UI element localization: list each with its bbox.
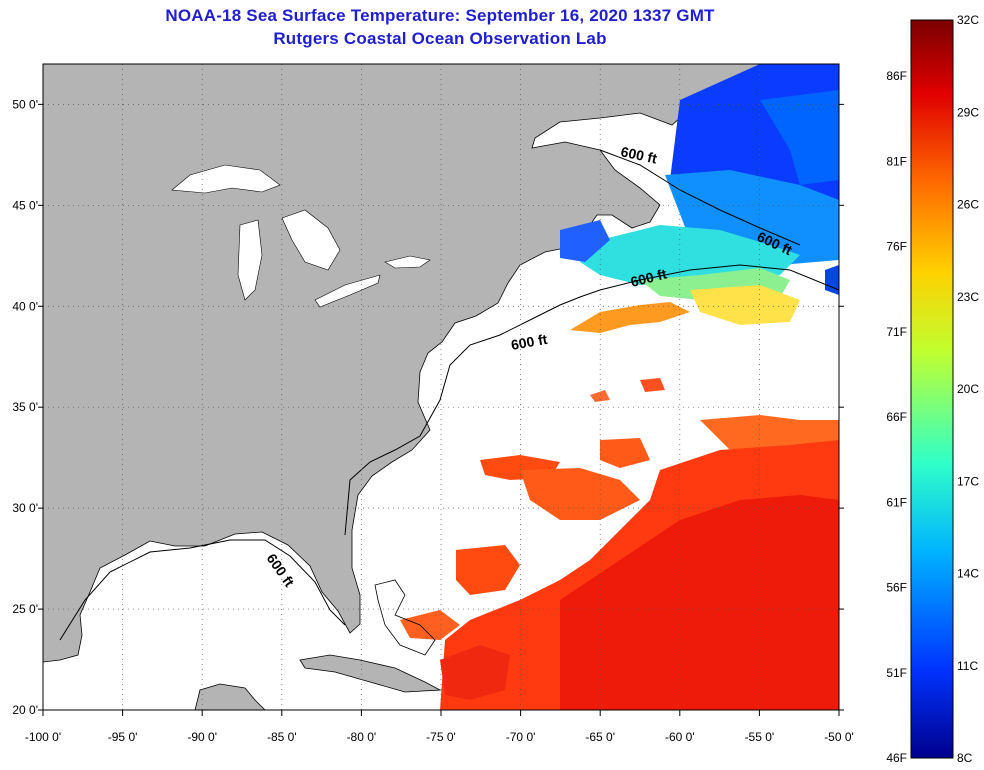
celsius-label: 23C [957,290,979,304]
lat-label: 45 0' [12,198,38,212]
lon-label: -100 0' [25,730,61,744]
fahrenheit-label: 71F [886,325,907,339]
map-title: NOAA-18 Sea Surface Temperature: Septemb… [165,6,715,25]
lon-label: -95 0' [108,730,138,744]
lon-label: -55 0' [745,730,775,744]
fahrenheit-label: 61F [886,495,907,509]
isobath-label: 600 ft [619,143,658,166]
celsius-label: 11C [957,659,978,673]
lon-label: -65 0' [585,730,615,744]
celsius-label: 29C [957,105,979,119]
axis-labels: -100 0' -95 0' -90 0' -85 0' -80 0' -75 0' -70… [12,97,853,744]
land-cuba [299,654,442,693]
fahrenheit-label: 66F [886,410,907,424]
lon-label: -90 0' [187,730,217,744]
bahamas-outline [374,579,436,656]
lat-label: 20 0' [12,703,38,717]
lake-huron [281,209,341,271]
colorbar-gradient [910,19,954,759]
lake-erie [314,274,381,308]
celsius-label: 20C [957,382,979,396]
lake-ontario [384,255,431,269]
fahrenheit-label: 56F [886,581,907,595]
fahrenheit-label: 51F [886,666,907,680]
lake-michigan [237,219,263,301]
celsius-label: 32C [957,13,979,27]
lon-label: -80 0' [347,730,377,744]
lon-label: -60 0' [665,730,695,744]
fahrenheit-label: 86F [886,69,907,83]
isobath-label: 600 ft [510,331,549,353]
land-north-america [43,64,761,663]
map-border [42,63,840,711]
isobath-600ft [59,149,839,641]
fahrenheit-label: 76F [886,240,907,254]
lake-superior [171,164,281,194]
lon-label: -75 0' [426,730,456,744]
lat-label: 50 0' [12,97,38,111]
celsius-label: 26C [957,198,979,212]
lon-label: -50 0' [824,730,854,744]
lon-label: -70 0' [506,730,536,744]
celsius-label: 8C [957,751,973,765]
sst-data-layer [400,64,839,710]
lat-label: 30 0' [12,501,38,515]
lon-label: -85 0' [267,730,297,744]
lat-label: 35 0' [12,400,38,414]
celsius-label: 14C [957,567,979,581]
fahrenheit-label: 81F [886,154,907,168]
lat-label: 40 0' [12,299,38,313]
fahrenheit-label: 46F [886,751,907,765]
lat-label: 25 0' [12,602,38,616]
land-yucatan [194,683,266,710]
map-subtitle: Rutgers Coastal Ocean Observation Lab [273,29,607,48]
celsius-label: 17C [957,474,979,488]
